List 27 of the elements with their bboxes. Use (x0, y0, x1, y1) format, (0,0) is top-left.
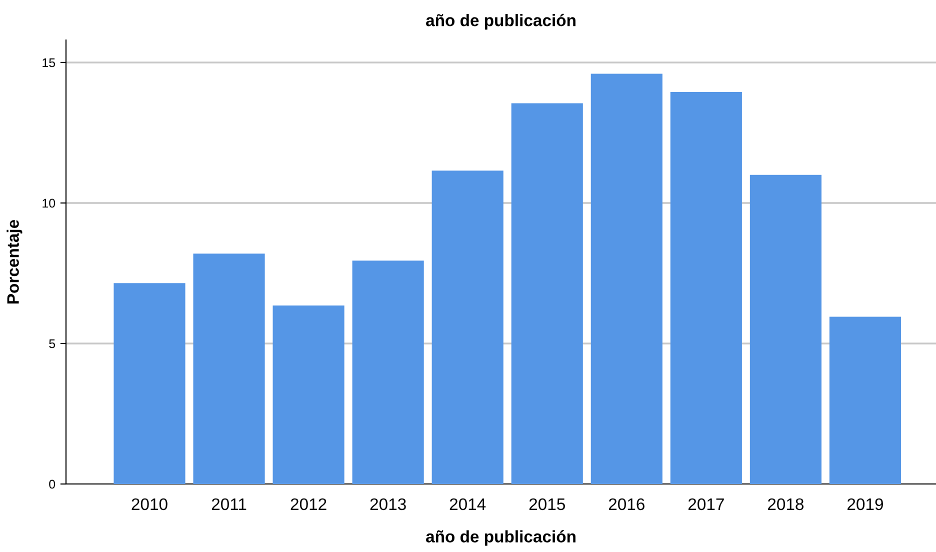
y-tick-label: 15 (42, 58, 56, 68)
bar (114, 283, 186, 484)
bar (352, 260, 424, 484)
x-tick-label: 2013 (370, 498, 406, 510)
x-tick-label: 2015 (529, 498, 565, 510)
bar (590, 74, 662, 484)
y-tick-label: 5 (49, 339, 56, 348)
bar (829, 316, 902, 484)
x-tick-label: 2019 (848, 498, 883, 510)
y-tick-label: 0 (49, 480, 56, 489)
bar (670, 92, 742, 484)
x-tick-label: 2017 (688, 498, 724, 510)
x-tick-label: 2012 (290, 498, 326, 510)
y-tick-label: 10 (42, 198, 56, 208)
x-axis-title: año de publicación (426, 530, 576, 546)
x-tick-label: 2011 (212, 498, 246, 510)
bar (193, 254, 265, 484)
bar (432, 170, 504, 484)
bar (511, 103, 583, 484)
bar (272, 306, 344, 484)
x-tick-label: 2016 (608, 498, 644, 510)
bar (750, 174, 822, 484)
x-tick-label: 2018 (768, 498, 804, 510)
chart-title: año de publicación (426, 14, 576, 30)
y-axis-title: Porcentaje (6, 220, 22, 304)
x-tick-label: 2014 (450, 498, 486, 510)
x-tick-label: 2010 (132, 498, 168, 510)
